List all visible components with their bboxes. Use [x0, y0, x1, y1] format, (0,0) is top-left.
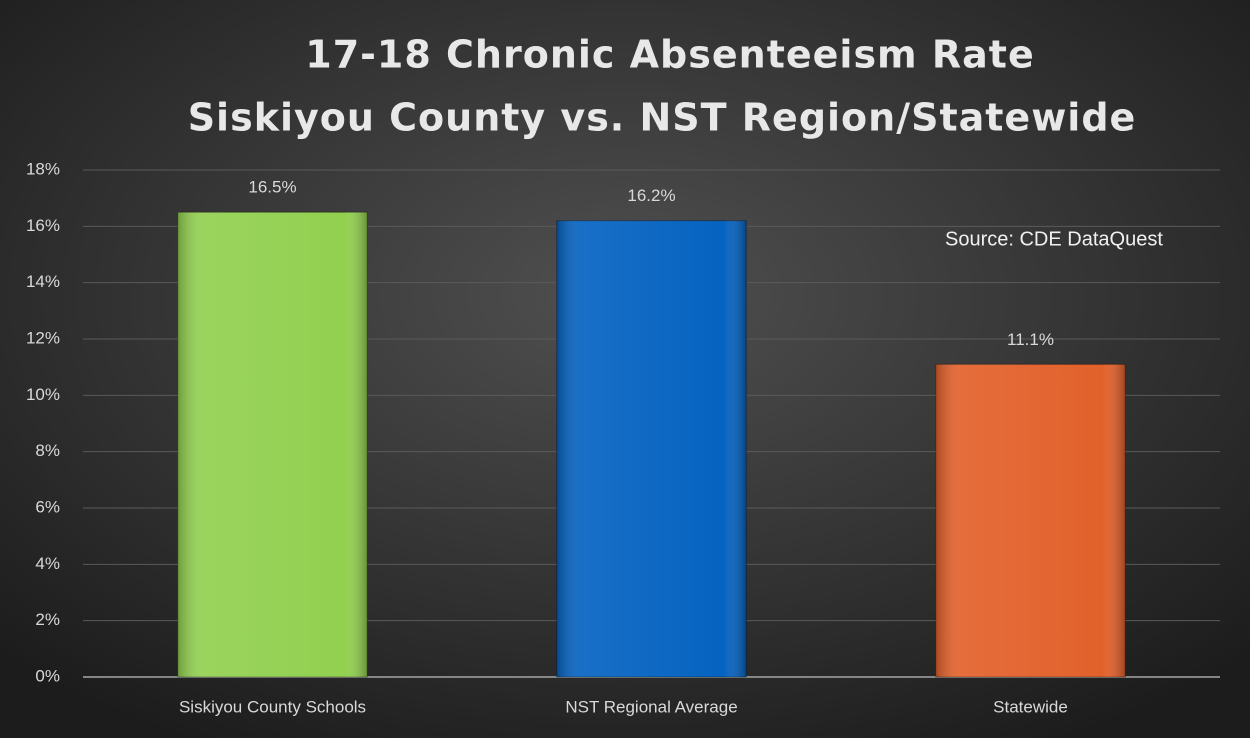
source-note: Source: CDE DataQuest — [945, 228, 1163, 250]
value-label: 16.2% — [627, 186, 675, 205]
value-label: 11.1% — [1007, 330, 1054, 349]
x-tick-label: NST Regional Average — [565, 697, 737, 716]
chart-title: 17-18 Chronic Absenteeism Rate — [305, 33, 1034, 77]
y-tick-label: 16% — [26, 216, 60, 235]
y-tick-label: 8% — [35, 441, 60, 460]
y-tick-label: 14% — [26, 272, 60, 291]
value-label: 16.5% — [248, 178, 296, 197]
y-tick-label: 12% — [26, 328, 60, 347]
x-tick-label: Siskiyou County Schools — [179, 697, 366, 716]
y-tick-label: 10% — [26, 385, 60, 404]
y-tick-label: 2% — [35, 610, 60, 629]
bar — [935, 363, 1126, 678]
bar — [177, 211, 368, 678]
y-tick-label: 0% — [35, 666, 60, 685]
y-tick-label: 18% — [26, 159, 60, 178]
x-tick-label: Statewide — [993, 697, 1068, 716]
y-tick-label: 4% — [35, 554, 60, 573]
bar — [556, 220, 747, 678]
y-tick-label: 6% — [35, 497, 60, 516]
chart-subtitle: Siskiyou County vs. NST Region/Statewide — [188, 96, 1137, 140]
